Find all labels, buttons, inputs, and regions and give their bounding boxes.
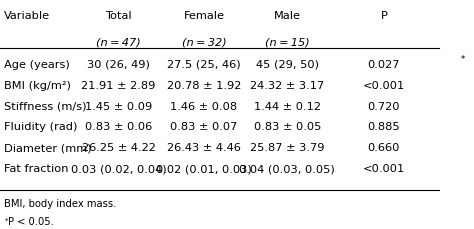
Text: 0.720: 0.720 xyxy=(367,101,400,112)
Text: Variable: Variable xyxy=(4,11,51,21)
Text: <0.001: <0.001 xyxy=(363,81,405,91)
Text: 0.83 ± 0.06: 0.83 ± 0.06 xyxy=(85,123,152,133)
Text: 26.43 ± 4.46: 26.43 ± 4.46 xyxy=(167,143,241,153)
Text: Male: Male xyxy=(274,11,301,21)
Text: Age (years): Age (years) xyxy=(4,60,70,70)
Text: P < 0.05.: P < 0.05. xyxy=(8,217,54,227)
Text: P: P xyxy=(381,11,387,21)
Text: (n = 15): (n = 15) xyxy=(265,37,310,47)
Text: 0.04 (0.03, 0.05): 0.04 (0.03, 0.05) xyxy=(239,164,335,174)
Text: 30 (26, 49): 30 (26, 49) xyxy=(87,60,150,70)
Text: 20.78 ± 1.92: 20.78 ± 1.92 xyxy=(167,81,241,91)
Text: BMI, body index mass.: BMI, body index mass. xyxy=(4,199,117,209)
Text: Female: Female xyxy=(183,11,225,21)
Text: 27.5 (25, 46): 27.5 (25, 46) xyxy=(167,60,241,70)
Text: Stiffness (m/s): Stiffness (m/s) xyxy=(4,101,87,112)
Text: BMI (kg/m²): BMI (kg/m²) xyxy=(4,81,71,91)
Text: 24.32 ± 3.17: 24.32 ± 3.17 xyxy=(250,81,324,91)
Text: 0.03 (0.02, 0.04): 0.03 (0.02, 0.04) xyxy=(71,164,166,174)
Text: Diameter (mm): Diameter (mm) xyxy=(4,143,92,153)
Text: 0.660: 0.660 xyxy=(368,143,400,153)
Text: Total: Total xyxy=(105,11,132,21)
Text: 0.83 ± 0.07: 0.83 ± 0.07 xyxy=(170,123,237,133)
Text: <0.001: <0.001 xyxy=(363,164,405,174)
Text: 26.25 ± 4.22: 26.25 ± 4.22 xyxy=(82,143,155,153)
Text: 0.02 (0.01, 0.03): 0.02 (0.01, 0.03) xyxy=(156,164,252,174)
Text: *: * xyxy=(4,217,8,223)
Text: Fluidity (rad): Fluidity (rad) xyxy=(4,123,78,133)
Text: *: * xyxy=(461,55,465,64)
Text: 1.44 ± 0.12: 1.44 ± 0.12 xyxy=(254,101,321,112)
Text: 1.45 ± 0.09: 1.45 ± 0.09 xyxy=(85,101,152,112)
Text: (n = 47): (n = 47) xyxy=(96,37,141,47)
Text: (n = 32): (n = 32) xyxy=(182,37,227,47)
Text: 0.83 ± 0.05: 0.83 ± 0.05 xyxy=(254,123,321,133)
Text: 0.885: 0.885 xyxy=(367,123,400,133)
Text: 1.46 ± 0.08: 1.46 ± 0.08 xyxy=(171,101,237,112)
Text: 21.91 ± 2.89: 21.91 ± 2.89 xyxy=(81,81,155,91)
Text: 25.87 ± 3.79: 25.87 ± 3.79 xyxy=(250,143,325,153)
Text: Fat fraction: Fat fraction xyxy=(4,164,69,174)
Text: 0.027: 0.027 xyxy=(367,60,400,70)
Text: 45 (29, 50): 45 (29, 50) xyxy=(256,60,319,70)
